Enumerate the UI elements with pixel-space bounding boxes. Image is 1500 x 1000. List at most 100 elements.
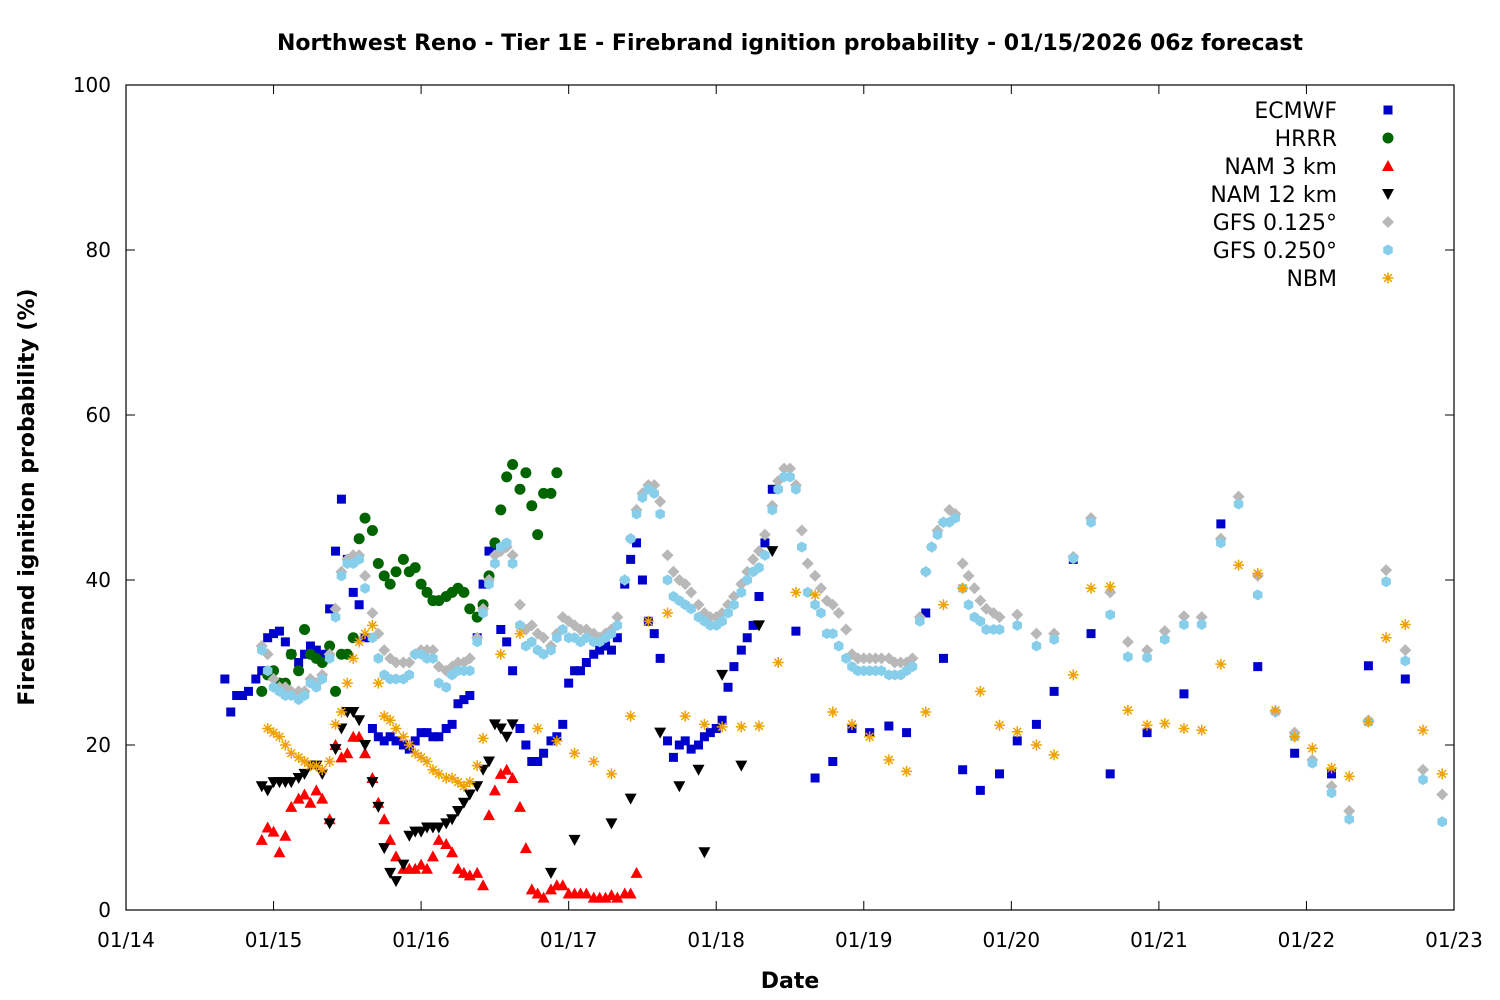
data-point	[875, 652, 888, 665]
data-point	[273, 731, 285, 743]
data-point	[273, 846, 286, 858]
data-point	[329, 744, 342, 756]
data-point	[1417, 763, 1430, 776]
data-point	[353, 636, 365, 648]
data-point	[267, 673, 280, 685]
data-point	[268, 727, 280, 739]
data-point	[760, 538, 770, 548]
data-point	[772, 657, 784, 668]
data-point	[373, 652, 384, 664]
data-point	[286, 690, 296, 701]
data-point	[360, 582, 370, 594]
data-point	[692, 764, 705, 776]
data-point	[410, 736, 420, 746]
data-point	[403, 656, 416, 669]
data-point	[261, 785, 274, 797]
data-point	[458, 780, 470, 792]
data-point	[1158, 625, 1171, 638]
data-point	[654, 727, 667, 739]
data-point	[612, 619, 623, 631]
data-point	[654, 495, 667, 508]
data-point	[723, 682, 733, 692]
data-point	[1233, 559, 1245, 571]
data-point	[398, 740, 408, 750]
data-point	[551, 735, 563, 747]
data-point	[1177, 610, 1190, 623]
data-point	[310, 784, 323, 796]
data-point	[506, 719, 519, 731]
data-point	[324, 640, 336, 652]
data-point	[544, 883, 557, 895]
data-point	[507, 558, 518, 569]
data-point	[359, 512, 371, 524]
data-point	[533, 757, 543, 766]
data-point	[1049, 633, 1059, 645]
data-point	[975, 785, 985, 795]
data-point	[354, 600, 364, 610]
data-point	[1326, 787, 1337, 799]
data-point	[514, 628, 526, 640]
data-point	[471, 866, 484, 878]
data-point	[1399, 644, 1412, 657]
data-point	[957, 582, 969, 594]
data-point	[1417, 724, 1429, 736]
data-point	[538, 648, 549, 660]
data-point	[478, 579, 488, 589]
legend-label: GFS 0.125°	[1213, 211, 1337, 236]
data-point	[742, 633, 752, 643]
data-point	[285, 648, 297, 660]
x-tick-label: 01/21	[1130, 928, 1188, 952]
data-point	[330, 611, 341, 623]
data-point	[1306, 742, 1318, 754]
data-point	[773, 483, 783, 495]
data-point	[833, 640, 844, 652]
data-point	[767, 504, 778, 516]
data-point	[546, 644, 556, 656]
x-tick-label: 01/14	[97, 928, 155, 952]
data-point	[440, 818, 453, 830]
data-point	[685, 586, 698, 599]
data-point	[285, 747, 297, 759]
data-point	[490, 558, 500, 569]
data-point	[932, 529, 943, 541]
x-tick-label: 01/18	[687, 928, 745, 952]
data-point	[1030, 739, 1042, 751]
data-point	[995, 769, 1005, 779]
x-axis-label: Date	[761, 969, 820, 994]
data-point	[391, 736, 401, 746]
data-point	[1012, 619, 1022, 631]
data-point	[1141, 644, 1154, 657]
data-point	[1067, 669, 1079, 681]
data-point	[294, 658, 304, 667]
data-point	[537, 631, 550, 644]
data-point	[1068, 553, 1079, 564]
data-point	[1160, 633, 1170, 645]
data-point	[324, 652, 335, 664]
data-point	[500, 731, 513, 743]
data-point	[606, 628, 617, 640]
data-point	[330, 685, 342, 697]
data-point	[758, 528, 771, 541]
chart-title: Northwest Reno - Tier 1E - Firebrand ign…	[277, 31, 1303, 56]
data-point	[434, 732, 444, 742]
data-point	[630, 866, 643, 878]
data-point	[316, 764, 328, 776]
data-point	[1030, 627, 1043, 640]
data-point	[525, 883, 538, 895]
data-point	[624, 887, 637, 899]
data-point	[304, 760, 316, 772]
data-point	[921, 566, 931, 578]
data-point	[335, 706, 347, 718]
data-point	[472, 636, 482, 648]
data-point	[409, 862, 422, 874]
data-point	[532, 723, 544, 734]
data-point	[422, 728, 432, 738]
data-point	[637, 492, 648, 503]
data-point	[409, 747, 421, 759]
data-point	[323, 818, 336, 830]
data-point	[359, 628, 371, 640]
data-point	[452, 776, 464, 788]
data-point	[686, 603, 696, 615]
data-point	[717, 615, 727, 627]
data-point	[785, 471, 795, 483]
